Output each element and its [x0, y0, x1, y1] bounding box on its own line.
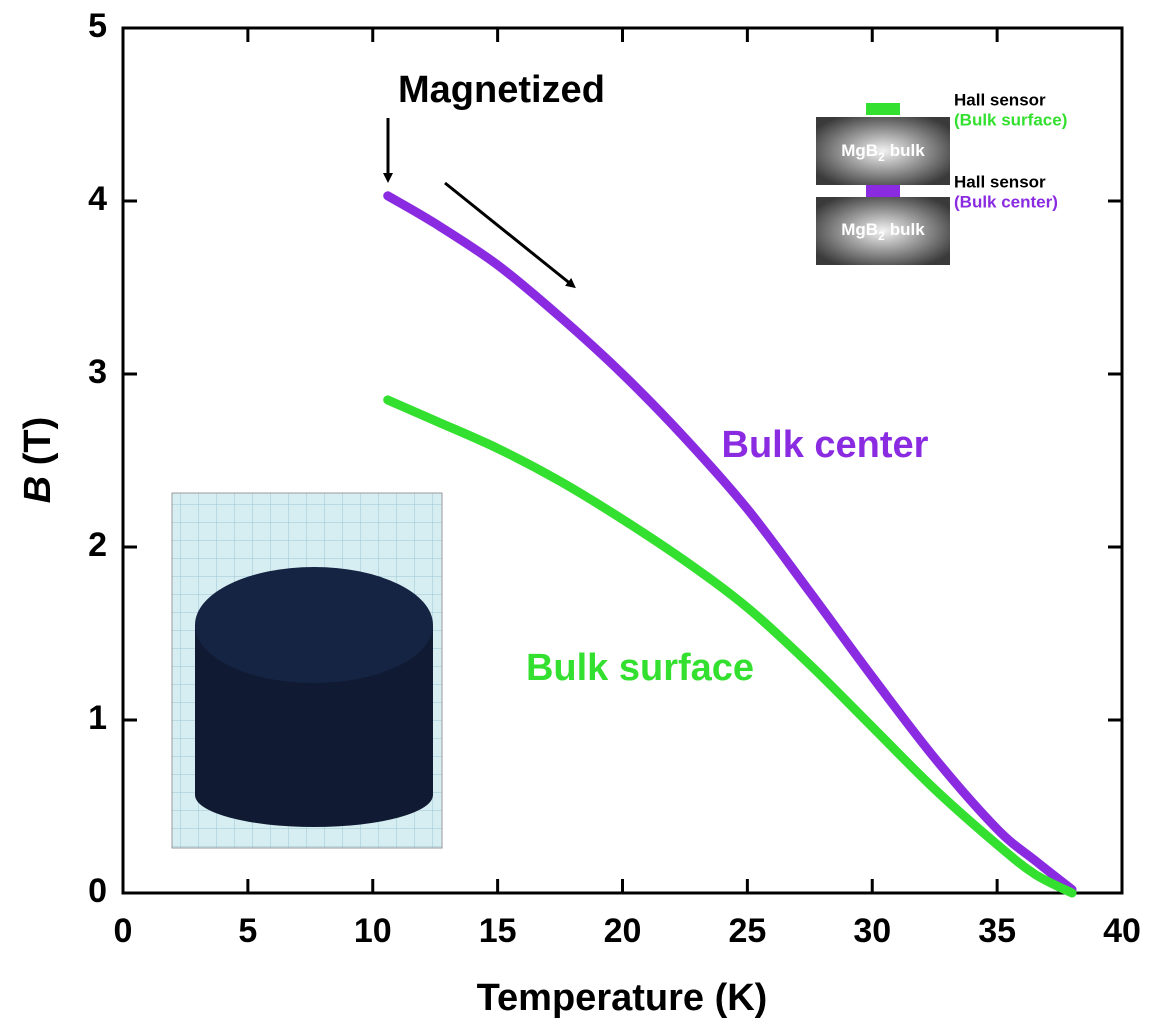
y-tick-label: 0	[88, 872, 107, 910]
subscript: 2	[878, 150, 885, 164]
x-tick-label: 15	[479, 912, 517, 950]
x-tick-label: 10	[354, 912, 392, 950]
sample-photo	[172, 493, 442, 848]
formula: MgB	[841, 141, 878, 160]
x-tick-label: 5	[238, 912, 257, 950]
x-tick-label: 25	[728, 912, 766, 950]
x-axis-label: Temperature (K)	[477, 977, 768, 1019]
y-unit: (T)	[17, 417, 59, 466]
series-label: Bulk surface	[526, 647, 754, 689]
y-tick-label: 3	[88, 353, 107, 391]
series-label: Bulk center	[722, 424, 929, 466]
sensor-note: (Bulk surface)	[954, 110, 1067, 129]
y-tick-label: 4	[88, 180, 107, 218]
sensor-note: (Bulk center)	[954, 192, 1058, 211]
sensor-label: Hall sensor	[954, 90, 1046, 109]
word: bulk	[890, 220, 925, 239]
y-axis-label: B (T)	[17, 417, 59, 504]
x-tick-label: 0	[114, 912, 133, 950]
sensor-label: Hall sensor	[954, 172, 1046, 191]
subscript: 2	[878, 229, 885, 243]
formula: MgB	[841, 220, 878, 239]
series-line	[388, 196, 1072, 890]
chart: MgB2bulk MgB2bulk Hall sensor (Bulk surf…	[0, 0, 1156, 1028]
y-symbol: B	[17, 476, 59, 503]
annotation: Magnetized	[398, 69, 605, 111]
y-tick-label: 5	[88, 7, 107, 45]
x-tick-label: 40	[1103, 912, 1141, 950]
x-tick-label: 20	[604, 912, 642, 950]
y-tick-label: 2	[88, 526, 107, 564]
word: bulk	[890, 141, 925, 160]
x-tick-label: 30	[853, 912, 891, 950]
x-tick-label: 35	[978, 912, 1016, 950]
y-tick-label: 1	[88, 699, 107, 737]
